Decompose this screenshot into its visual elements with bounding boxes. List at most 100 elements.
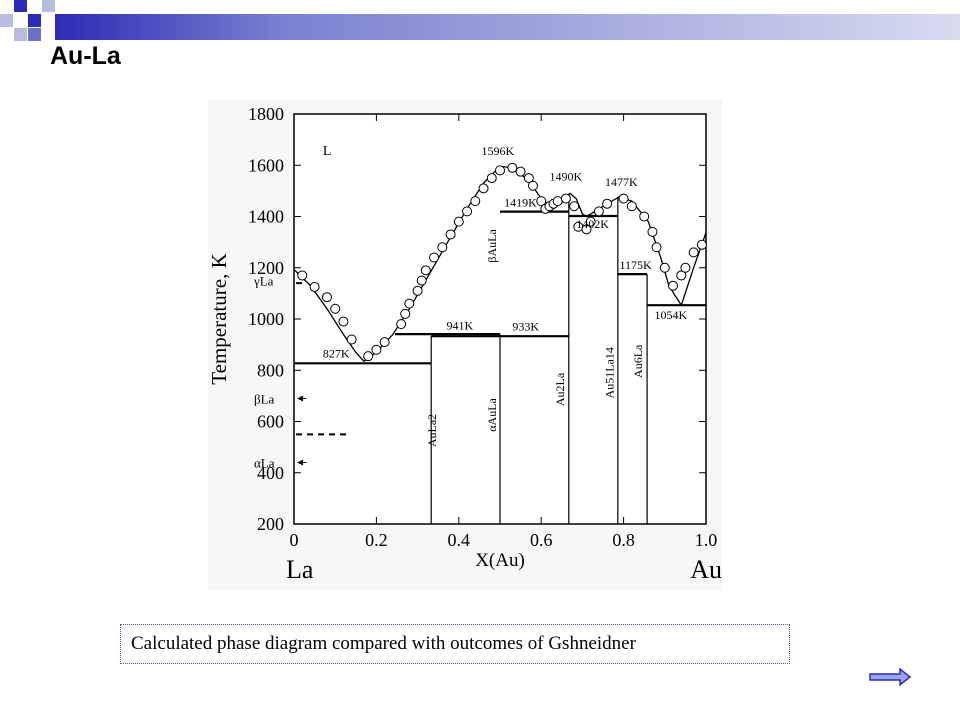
experimental-point	[651, 242, 662, 253]
experimental-point	[297, 270, 308, 281]
experimental-point	[371, 344, 382, 355]
peak-label: 1596K	[481, 144, 514, 158]
experimental-point	[639, 211, 650, 222]
experimental-point	[676, 270, 687, 281]
experimental-point	[338, 316, 349, 327]
y-tick-label: 1000	[248, 309, 284, 329]
experimental-point	[309, 281, 320, 292]
y-tick-label: 1400	[248, 207, 284, 227]
y-tick-label: 400	[257, 463, 284, 483]
experimental-point	[668, 280, 679, 291]
invariant-label: 1054K	[655, 308, 688, 322]
compound-label: βAuLa	[485, 229, 499, 263]
experimental-point	[420, 265, 431, 276]
la-arrow-head	[297, 395, 304, 402]
la-phase-label: βLa	[254, 391, 275, 406]
right-element-label: Au	[690, 555, 722, 584]
invariant-label: 1419K	[504, 195, 537, 209]
compound-label: αAuLa	[485, 397, 499, 431]
experimental-point	[412, 285, 423, 296]
experimental-point	[470, 196, 481, 207]
invariant-label: 1175K	[619, 258, 652, 272]
experimental-point	[429, 252, 440, 263]
experimental-point	[346, 334, 357, 345]
peak-label: 1490K	[549, 170, 582, 184]
y-tick-label: 1200	[248, 258, 284, 278]
experimental-point	[437, 242, 448, 253]
next-arrow-icon[interactable]	[868, 666, 912, 688]
invariant-label: 827K	[323, 346, 350, 360]
experimental-point	[330, 303, 341, 314]
y-axis-label: Temperature, K	[208, 253, 231, 384]
compound-label: Au2La	[553, 372, 567, 406]
experimental-point	[680, 262, 691, 273]
deco-square	[28, 14, 41, 27]
la-phase-label: γLa	[253, 274, 274, 289]
peak-label: 1477K	[605, 175, 638, 189]
experimental-point	[552, 196, 563, 207]
experimental-point	[696, 239, 707, 250]
slide-decoration	[0, 0, 55, 41]
experimental-point	[363, 351, 374, 362]
deco-square	[42, 0, 55, 12]
slide-title: Au-La	[50, 42, 121, 70]
invariant-label: 941K	[446, 318, 473, 332]
compound-label: Au6La	[631, 344, 645, 378]
experimental-point	[626, 201, 637, 212]
experimental-point	[593, 206, 604, 217]
experimental-point	[618, 193, 629, 204]
left-element-label: La	[286, 555, 314, 584]
y-tick-label: 1800	[248, 104, 284, 124]
x-tick-label: 0.8	[612, 530, 635, 550]
experimental-point	[462, 206, 473, 217]
x-tick-label: 0.4	[448, 530, 471, 550]
compound-label: Au51La14	[602, 347, 616, 398]
x-tick-label: 1.0	[695, 530, 718, 550]
x-tick-label: 0.6	[530, 530, 553, 550]
figure-caption: Calculated phase diagram compared with o…	[120, 624, 790, 664]
experimental-point	[445, 229, 456, 240]
liquid-region-label: L	[323, 144, 332, 159]
invariant-label: 933K	[512, 320, 539, 334]
experimental-point	[396, 319, 407, 330]
experimental-point	[527, 180, 538, 191]
experimental-point	[404, 298, 415, 309]
experimental-point	[523, 173, 534, 184]
experimental-point	[416, 275, 427, 286]
x-tick-label: 0.2	[365, 530, 388, 550]
experimental-point	[602, 198, 613, 209]
deco-square	[14, 0, 27, 12]
title-bar	[55, 14, 960, 40]
x-tick-label: 0	[290, 530, 299, 550]
x-axis-label: X(Au)	[475, 550, 525, 571]
experimental-point	[453, 216, 464, 227]
y-tick-label: 200	[257, 514, 284, 534]
experimental-point	[569, 201, 580, 212]
experimental-point	[659, 262, 670, 273]
experimental-point	[515, 166, 526, 177]
y-tick-label: 600	[257, 412, 284, 432]
compound-label: AuLa2	[425, 414, 439, 447]
y-tick-label: 1600	[248, 155, 284, 175]
experimental-point	[585, 216, 596, 227]
experimental-point	[581, 224, 592, 235]
y-tick-label: 800	[257, 360, 284, 380]
experimental-point	[507, 162, 518, 173]
la-arrow-head	[297, 459, 304, 466]
experimental-point	[688, 247, 699, 258]
phase-diagram-figure: 200 400 600 800 1000 1200 1400 1600 1800 0 0.2 0.4 0…	[207, 100, 722, 590]
experimental-point	[647, 226, 658, 237]
experimental-point	[536, 196, 547, 207]
experimental-point	[478, 183, 489, 194]
la-phase-label: αLa	[254, 456, 275, 471]
deco-square	[0, 14, 13, 27]
experimental-point	[321, 292, 332, 303]
deco-square	[14, 28, 27, 41]
experimental-point	[495, 165, 505, 176]
invariant-label: 1402K	[576, 217, 609, 231]
deco-square	[28, 28, 41, 41]
experimental-point	[486, 173, 497, 184]
experimental-point	[379, 337, 390, 348]
experimental-point	[560, 193, 571, 204]
experimental-point	[400, 308, 411, 319]
